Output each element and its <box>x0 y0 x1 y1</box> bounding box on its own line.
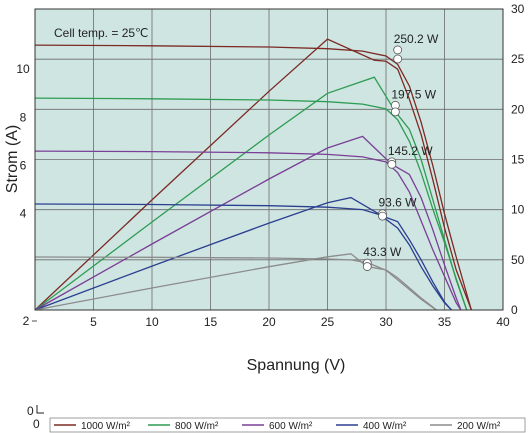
mpp-markers: 250.2 W 197.5 W 145.2 W 93.6 W 43.3 W <box>362 32 439 271</box>
iv-curve <box>34 150 462 311</box>
iv-curve <box>34 97 468 311</box>
corner-zero-label-2: 0 <box>33 417 40 431</box>
corner-axis-mark <box>36 405 44 414</box>
iv-curve <box>34 256 437 311</box>
iv-curve <box>34 203 452 311</box>
pv-curve <box>34 38 473 311</box>
y-left-tick-label: 4 <box>20 207 27 221</box>
y-right-tick-label: 30 <box>511 2 525 16</box>
x-tick-label: 20 <box>262 315 276 329</box>
y-right-tick-label: 0 <box>511 303 518 317</box>
y-left-tick-label: 8 <box>20 110 27 124</box>
mpp-power-label: 250.2 W <box>394 32 439 46</box>
x-tick-label: 40 <box>496 315 510 329</box>
grid <box>35 9 503 310</box>
legend-box <box>49 417 526 433</box>
y-axis-title: Strom (A) <box>4 125 21 193</box>
legend-label: 200 W/m² <box>457 421 501 432</box>
mpp-marker-power <box>390 107 400 117</box>
mpp-marker-power <box>362 262 372 271</box>
legend-label: 400 W/m² <box>363 421 407 432</box>
legend-label: 800 W/m² <box>175 421 219 432</box>
legend-label: 1000 W/m² <box>81 421 131 432</box>
x-tick-label-start: 2 <box>23 314 30 328</box>
x-axis: 2 5 10 15 20 25 30 35 40 <box>23 314 510 329</box>
curves <box>34 38 473 311</box>
corner-zero-label: 0 <box>27 404 34 418</box>
y-left-tick-label: 6 <box>20 159 27 173</box>
mpp-power-label: 93.6 W <box>378 196 417 210</box>
mpp-marker-power <box>387 159 397 169</box>
mpp-marker-power <box>393 54 403 64</box>
x-axis-title: Spannung (V) <box>247 357 346 374</box>
cell-temp-note: Cell temp. = 25℃ <box>54 26 149 40</box>
legend-label: 600 W/m² <box>269 421 313 432</box>
pv-curve <box>34 196 452 311</box>
x-tick-label: 15 <box>204 315 218 329</box>
y-axis-left: 4 6 8 10 <box>16 62 30 220</box>
pv-curve <box>34 76 468 311</box>
x-tick-label: 25 <box>321 315 335 329</box>
pv-curve <box>34 135 462 311</box>
y-right-tick-label: 50 <box>511 253 525 267</box>
mpp-power-label: 197.5 W <box>391 87 436 101</box>
y-right-tick-label: 10 <box>511 203 525 217</box>
x-tick-label: 5 <box>90 315 97 329</box>
x-tick-label: 30 <box>379 315 393 329</box>
legend: 1000 W/m² 800 W/m² 600 W/m² 400 W/m² 200 W/m… <box>54 421 501 432</box>
y-right-tick-label: 15 <box>511 153 525 167</box>
mpp-marker-current <box>393 45 403 55</box>
iv-curve <box>34 44 473 311</box>
x-tick-label: 10 <box>145 315 159 329</box>
y-right-tick-label: 25 <box>511 52 525 66</box>
mpp-power-label: 43.3 W <box>363 245 402 259</box>
y-axis-right: 0 50 10 15 20 25 30 <box>511 2 525 317</box>
pv-curve <box>34 253 437 311</box>
y-left-tick-label: 10 <box>16 62 30 76</box>
y-right-tick-label: 20 <box>511 102 525 116</box>
mpp-marker-power <box>378 211 387 221</box>
mpp-power-label: 145.2 W <box>388 144 433 158</box>
x-tick-label: 35 <box>438 315 452 329</box>
plot-frame <box>34 8 504 311</box>
